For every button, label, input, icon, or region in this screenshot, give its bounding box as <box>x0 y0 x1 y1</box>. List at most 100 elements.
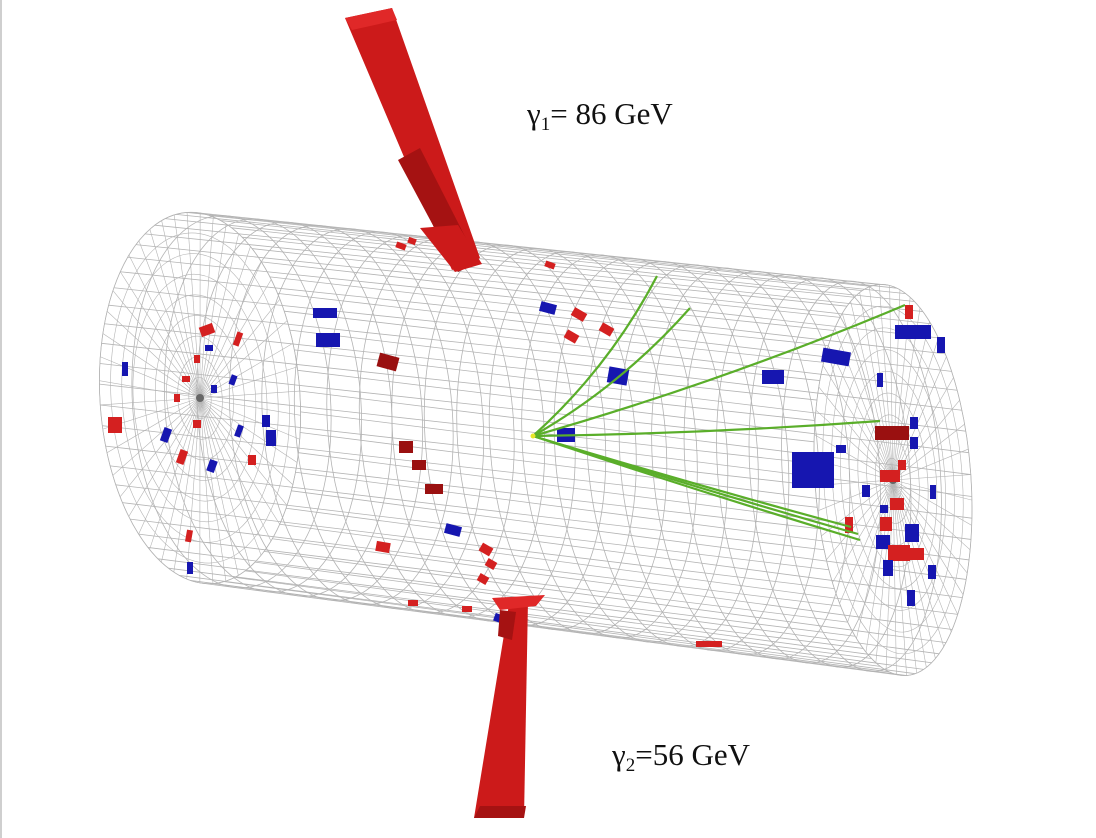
ecal-hit <box>376 352 400 372</box>
hcal-hit <box>187 562 193 574</box>
mesh-ring <box>423 244 607 626</box>
endcap-spoke <box>199 298 281 399</box>
endcap-spoke <box>119 397 201 498</box>
photon-1-energy: 86 GeV <box>575 96 673 131</box>
endcap-spoke <box>138 397 201 535</box>
endcap-spoke <box>199 216 214 399</box>
ecal-hit <box>108 417 122 433</box>
ecal-hit <box>476 573 490 585</box>
endcap-ring <box>143 294 257 502</box>
track-line <box>532 434 861 542</box>
mesh-ring <box>261 228 454 605</box>
endcap-spoke <box>112 397 201 476</box>
ecal-hit <box>174 394 180 402</box>
hcal-hit <box>862 485 870 497</box>
endcap-spoke <box>817 479 894 512</box>
hcal-hit <box>266 430 276 446</box>
endcap-spoke <box>892 479 907 676</box>
hcal-hit <box>792 452 834 488</box>
endcap-spoke <box>892 479 918 674</box>
endcap-spoke <box>826 479 894 561</box>
ecal-hit <box>845 517 853 533</box>
hcal-hit <box>895 325 931 339</box>
endcap-spoke <box>199 397 298 463</box>
endcap-spoke <box>199 223 227 399</box>
endcap-spoke <box>892 474 971 481</box>
ecal-hit <box>880 517 892 531</box>
track-line <box>532 303 906 438</box>
ecal-hit <box>425 484 443 494</box>
endcap-spoke <box>199 397 227 582</box>
endcap-spoke <box>173 214 201 399</box>
endcap-spoke <box>892 423 965 481</box>
mesh-ring <box>553 257 729 643</box>
photon-2-symbol: γ <box>612 737 626 772</box>
hcal-hit <box>211 385 217 393</box>
mesh-ring <box>326 234 515 614</box>
endcap-spoke <box>199 397 294 485</box>
calorimeter-hits <box>108 236 945 647</box>
mesh-ring <box>228 225 424 601</box>
ecal-hit <box>198 322 216 338</box>
ecal-hit <box>484 558 498 570</box>
ecal-hit <box>182 376 190 382</box>
hcal-hit <box>928 565 936 579</box>
hcal-hit <box>316 333 340 347</box>
endcap-spoke <box>199 397 301 416</box>
endcap-spoke <box>832 479 894 583</box>
ecal-hit <box>412 460 426 470</box>
endcap-spoke <box>892 448 969 481</box>
hcal-hit <box>836 445 846 453</box>
ecal-hit <box>399 441 413 453</box>
endcap-spoke <box>199 397 251 567</box>
photon-2-tower-base <box>474 806 526 818</box>
charged-tracks <box>530 275 906 542</box>
endcap-spoke <box>892 479 968 574</box>
hcal-hit <box>905 524 919 542</box>
hcal-hit <box>206 458 218 474</box>
endcap-spoke <box>199 397 288 506</box>
hcal-hit <box>228 374 238 386</box>
photon-2-tower <box>474 598 528 818</box>
endcap-spoke <box>100 356 201 399</box>
ecal-hit <box>375 540 391 554</box>
endcap-spoke <box>856 479 894 639</box>
hcal-hit <box>883 560 893 576</box>
track-line <box>532 419 881 438</box>
hcal-hit <box>876 535 890 549</box>
endcap-spoke <box>892 337 939 481</box>
ecal-hit <box>598 322 615 337</box>
endcap-spoke <box>199 261 262 399</box>
endcap-spoke <box>99 380 201 399</box>
endcap-spoke <box>186 397 201 580</box>
hcal-hit <box>443 523 463 537</box>
hcal-hit <box>820 347 852 367</box>
mesh-ring <box>196 221 393 597</box>
endcap-ring <box>154 315 246 481</box>
photon-2-index: 2 <box>625 755 636 776</box>
hcal-hit <box>880 505 888 513</box>
endcap-spoke <box>138 240 201 399</box>
ecal-hit <box>570 307 588 322</box>
endcap-ring <box>840 349 946 611</box>
endcap-spoke <box>199 390 300 399</box>
ecal-hit <box>478 542 494 557</box>
photon-1-label: γ1= 86 GeV <box>527 96 673 136</box>
track-line <box>532 275 658 437</box>
ecal-hit <box>185 529 193 543</box>
endcap-spoke <box>892 289 901 481</box>
ecal-hit <box>910 548 924 560</box>
endcap-spoke <box>100 397 201 406</box>
endcap-ring <box>188 377 212 419</box>
photon-2-tower-cap <box>492 595 545 610</box>
hcal-hit <box>877 373 883 387</box>
endcap-spoke <box>892 479 927 668</box>
ecal-hit <box>395 241 407 251</box>
endcap-spoke <box>879 284 894 481</box>
endcap-spoke <box>889 285 894 481</box>
endcap-spoke <box>859 292 894 481</box>
ecal-hit <box>898 460 906 470</box>
ecal-hit <box>462 606 472 612</box>
endcap-spoke <box>841 313 894 481</box>
